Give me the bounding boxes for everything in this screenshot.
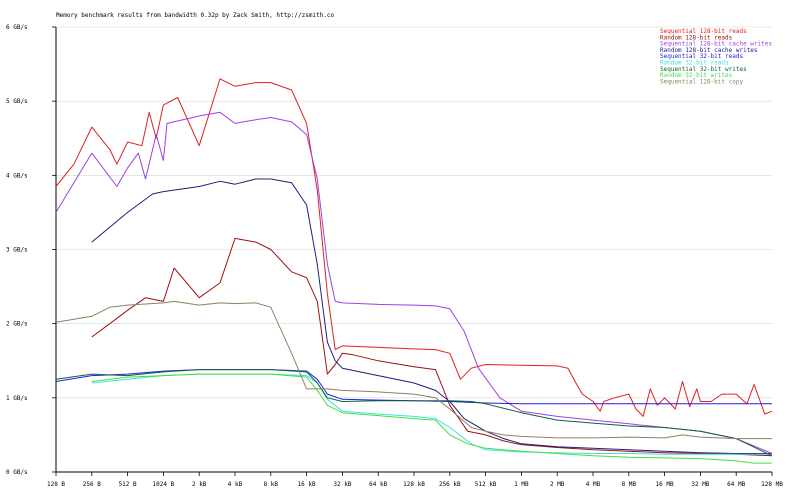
series-line — [91, 237, 773, 457]
x-tick-label: 64 MB — [727, 481, 745, 488]
x-tick-label: 1024 B — [153, 481, 175, 488]
x-tick-label: 4 kB — [228, 481, 243, 488]
y-tick-label: 1 GB/s — [6, 395, 28, 402]
x-tick-label: 256 B — [83, 481, 101, 488]
x-tick-label: 4 MB — [586, 481, 601, 488]
x-tick-label: 2 MB — [550, 481, 565, 488]
y-tick-label: 0 GB/s — [6, 469, 28, 476]
series-lines — [55, 78, 773, 464]
x-tick-label: 32 MB — [691, 481, 709, 488]
legend-entry: Sequential 32-bit reads — [660, 53, 743, 60]
x-tick-label: 512 B — [119, 481, 137, 488]
legend-entry: Sequential 128-bit cache writes — [660, 41, 772, 48]
x-tick-label: 2 kB — [192, 481, 207, 488]
legend-entry: Random 128-bit reads — [660, 34, 733, 41]
x-tick-label: 16 kB — [298, 481, 316, 488]
legend-entry: Sequential 128-bit reads — [660, 28, 747, 35]
y-tick-label: 2 GB/s — [6, 321, 28, 328]
series-line — [55, 78, 773, 417]
axes: 0 GB/s 1 GB/s 2 GB/s 3 GB/s 4 GB/s 5 GB/s 6 GB… — [6, 24, 783, 488]
legend-entry: Sequential 128-bit copy — [660, 78, 743, 85]
series-line — [55, 300, 772, 440]
legend-entry: Sequential 32-bit writes — [660, 66, 747, 73]
y-tick-label: 5 GB/s — [6, 98, 28, 105]
series-line — [55, 369, 773, 457]
legend-entry: Random 32-bit reads — [660, 60, 729, 67]
series-line — [91, 373, 772, 455]
x-tick-label: 8 kB — [264, 481, 279, 488]
series-line — [91, 178, 772, 454]
x-tick-label: 128 B — [47, 481, 65, 488]
x-tick-label: 16 MB — [656, 481, 674, 488]
x-tick-label: 256 kB — [439, 481, 461, 488]
grid — [56, 26, 772, 473]
x-tick-label: 1 MB — [514, 481, 529, 488]
chart-title: Memory benchmark results from bandwidth … — [56, 12, 335, 19]
x-tick-label: 64 kB — [369, 481, 387, 488]
series-line — [55, 369, 772, 405]
legend-entry: Random 128-bit cache writes — [660, 47, 758, 54]
x-tick-label: 128 kB — [403, 481, 425, 488]
y-tick-label: 3 GB/s — [6, 247, 28, 254]
y-tick-label: 4 GB/s — [6, 172, 28, 179]
y-tick-label: 6 GB/s — [6, 24, 28, 31]
x-tick-label: 8 MB — [622, 481, 637, 488]
series-line — [55, 111, 773, 454]
series-line — [91, 373, 772, 464]
x-tick-label: 128 MB — [761, 481, 783, 488]
x-tick-label: 512 kB — [475, 481, 497, 488]
x-tick-label: 32 kB — [333, 481, 351, 488]
legend-entry: Random 32-bit writes — [660, 72, 733, 79]
